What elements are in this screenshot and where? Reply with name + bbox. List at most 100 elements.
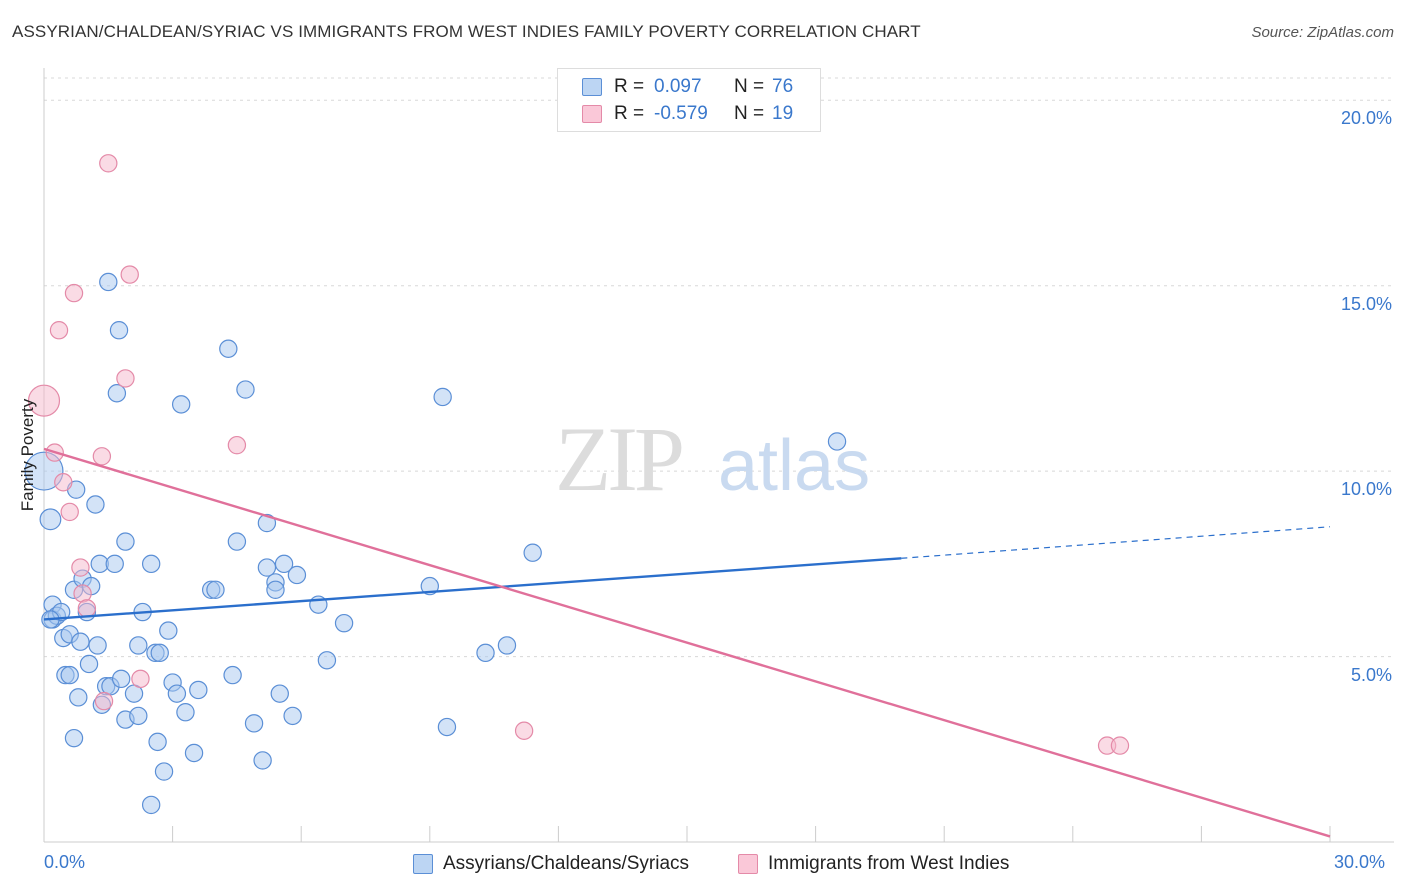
blue-data-point bbox=[129, 636, 148, 655]
pink-data-point bbox=[116, 369, 135, 388]
blue-data-point bbox=[60, 665, 79, 685]
watermark-zip: ZIP bbox=[555, 408, 682, 510]
source-credit: Source: ZipAtlas.com bbox=[1251, 24, 1394, 41]
blue-data-point bbox=[497, 636, 517, 655]
blue-data-point bbox=[150, 643, 169, 663]
blue-data-point bbox=[266, 580, 285, 600]
blue-data-point bbox=[223, 665, 242, 685]
legend-row-blue: R = 0.097 N = 76 bbox=[582, 74, 793, 100]
pink-data-point bbox=[1110, 736, 1130, 755]
series-legend-blue: Assyrians/Chaldeans/Syriacs bbox=[413, 851, 689, 877]
blue-data-point bbox=[171, 395, 191, 414]
x-tick-label-end: 30.0% bbox=[1334, 852, 1386, 872]
legend-r-label: R = bbox=[614, 76, 645, 97]
blue-data-point bbox=[244, 714, 264, 733]
chart-title: ASSYRIAN/CHALDEAN/SYRIAC VS IMMIGRANTS F… bbox=[12, 22, 921, 41]
y-axis-label: Family Poverty bbox=[18, 398, 37, 512]
pink-data-point bbox=[514, 721, 534, 740]
blue-data-point bbox=[64, 728, 84, 748]
blue-data-point bbox=[141, 795, 161, 815]
blue-data-point bbox=[523, 543, 542, 562]
pink-trend-line bbox=[43, 447, 1331, 838]
blue-data-point bbox=[219, 339, 238, 358]
pink-data-point bbox=[120, 265, 139, 284]
blue-data-point bbox=[476, 643, 495, 663]
blue-data-point bbox=[257, 513, 277, 533]
blue-data-point bbox=[206, 580, 225, 600]
pink-data-point bbox=[49, 320, 69, 340]
series-swatch-blue bbox=[413, 854, 433, 874]
legend-r-label: R = bbox=[614, 103, 645, 124]
legend-n-value: 19 bbox=[772, 103, 794, 124]
pink-data-point bbox=[27, 384, 61, 417]
blue-data-point bbox=[111, 669, 131, 689]
pink-data-point bbox=[64, 283, 84, 303]
legend-r-value: -0.579 bbox=[654, 103, 708, 124]
blue-data-point bbox=[71, 632, 90, 651]
y-tick-label: 15.0% bbox=[1340, 293, 1392, 314]
y-tick-label: 5.0% bbox=[1350, 664, 1392, 685]
blue-data-point bbox=[159, 621, 178, 640]
blue-data-point bbox=[317, 651, 337, 670]
x-tick-label-start: 0.0% bbox=[44, 852, 86, 872]
blue-data-point bbox=[236, 380, 255, 399]
series-label-blue: Assyrians/Chaldeans/Syriacs bbox=[443, 853, 690, 874]
blue-data-point bbox=[167, 684, 187, 703]
blue-data-point bbox=[334, 613, 354, 633]
pink-data-point bbox=[54, 473, 73, 492]
blue-data-point bbox=[283, 706, 302, 726]
pink-data-point bbox=[92, 447, 112, 466]
gridlines bbox=[44, 77, 1394, 658]
watermark: ZIP atlas bbox=[555, 408, 870, 510]
watermark-atlas: atlas bbox=[718, 426, 870, 506]
blue-data-point bbox=[176, 702, 195, 722]
y-tick-label: 20.0% bbox=[1340, 108, 1392, 129]
blue-trend-line bbox=[43, 557, 902, 621]
blue-data-point bbox=[420, 576, 439, 596]
blue-trend-line-extension bbox=[901, 526, 1331, 559]
pink-data-point bbox=[131, 669, 150, 689]
legend-swatch-blue bbox=[582, 78, 602, 96]
legend-swatch-pink bbox=[582, 105, 602, 123]
blue-data-point bbox=[253, 751, 272, 770]
pink-data-point bbox=[77, 599, 97, 618]
series-swatch-pink bbox=[738, 854, 758, 874]
blue-data-point bbox=[437, 717, 457, 737]
pink-data-point bbox=[99, 154, 118, 173]
y-tick-label: 10.0% bbox=[1340, 479, 1392, 500]
blue-data-point bbox=[129, 706, 148, 726]
pink-data-point bbox=[60, 502, 79, 522]
blue-data-point bbox=[39, 508, 62, 531]
series-label-pink: Immigrants from West Indies bbox=[768, 853, 1010, 874]
blue-data-point bbox=[257, 558, 277, 577]
legend-n-label: N = bbox=[734, 76, 765, 97]
blue-data-point bbox=[433, 387, 452, 407]
blue-data-point bbox=[148, 732, 167, 752]
points-layer bbox=[24, 154, 1130, 815]
trend-layer bbox=[43, 447, 1331, 838]
blue-data-point bbox=[116, 532, 135, 551]
legend-n-label: N = bbox=[734, 103, 765, 124]
blue-data-point bbox=[287, 565, 307, 585]
pink-data-point bbox=[71, 558, 90, 577]
pink-data-point bbox=[94, 691, 114, 711]
blue-data-point bbox=[827, 432, 847, 451]
blue-data-point bbox=[69, 688, 88, 707]
blue-data-point bbox=[107, 384, 127, 403]
blue-data-point bbox=[105, 554, 124, 574]
blue-data-point bbox=[79, 654, 99, 674]
blue-data-point bbox=[86, 495, 105, 514]
legend-r-value: 0.097 bbox=[654, 76, 702, 97]
blue-data-point bbox=[88, 636, 107, 655]
blue-data-point bbox=[227, 532, 247, 551]
blue-data-point bbox=[141, 554, 161, 574]
pink-data-point bbox=[227, 435, 247, 455]
blue-data-point bbox=[270, 684, 289, 703]
blue-data-point bbox=[274, 554, 294, 574]
blue-data-point bbox=[109, 320, 129, 340]
blue-data-point bbox=[184, 743, 204, 763]
legend-row-pink: R = -0.579 N = 19 bbox=[582, 101, 793, 127]
blue-data-point bbox=[99, 272, 118, 292]
blue-data-point bbox=[154, 762, 174, 781]
